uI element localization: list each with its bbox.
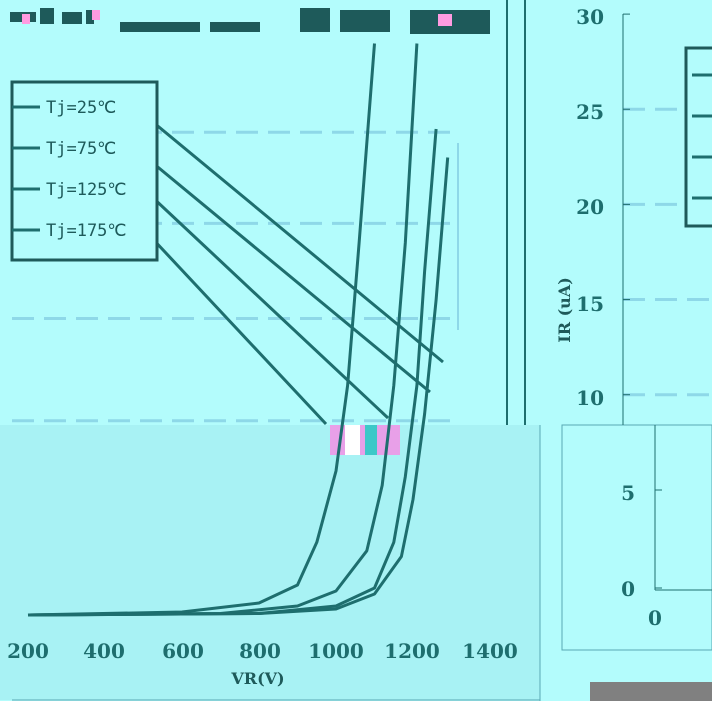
x-tick-labels: 200 400 600 800 1000 1200 1400	[7, 639, 518, 663]
y-tick-label: 15	[576, 292, 604, 316]
y-tick-label: 5	[621, 481, 635, 505]
legend-leader-line	[148, 193, 390, 420]
y-tick-label: 25	[576, 100, 604, 124]
x-tick-label: 400	[83, 639, 125, 663]
legend-label: Tj=25℃	[46, 98, 116, 118]
lower-band	[0, 425, 540, 700]
series-line	[27, 157, 450, 617]
legend-leader-line	[141, 111, 444, 364]
x-tick-label: 1400	[462, 639, 518, 663]
x-tick-label: 0	[648, 606, 662, 630]
series-line	[27, 43, 419, 617]
x-tick-label: 1000	[308, 639, 364, 663]
legend-leader-line	[148, 234, 328, 426]
x-tick-label: 1200	[384, 639, 440, 663]
legend-item: Tj=75℃	[12, 139, 116, 159]
left-chart: Tj=25℃ Tj=75℃ Tj=125℃ Tj=175℃ 200 400	[7, 0, 541, 701]
x-axis-label: VR(V)	[230, 669, 284, 688]
legend-label: Tj=75℃	[46, 139, 116, 159]
right-chart: 30 25 20 15 10 5 0 0 IR (uA)	[555, 5, 712, 651]
y-tick-label: 0	[621, 577, 635, 601]
legend-item: Tj=175℃	[12, 221, 127, 241]
y-axis-label: IR (uA)	[555, 277, 574, 343]
x-tick-label: 600	[162, 639, 204, 663]
legend-item: Tj=25℃	[12, 98, 116, 118]
x-tick-label: 200	[7, 639, 49, 663]
y-tick-label: 10	[576, 386, 604, 410]
x-tick-label: 800	[239, 639, 281, 663]
legend-label: Tj=175℃	[46, 221, 127, 241]
legend-item: Tj=125℃	[12, 180, 127, 200]
right-y-tick-marks	[623, 13, 662, 589]
y-tick-label: 20	[576, 195, 604, 219]
legend-label: Tj=125℃	[46, 180, 127, 200]
y-tick-label: 30	[576, 5, 604, 29]
scan-artifact-bar	[590, 682, 712, 701]
legend-leader-line	[141, 152, 431, 394]
right-lower-frame	[561, 424, 712, 651]
legend-box	[10, 80, 159, 262]
right-legend-swatches	[692, 73, 712, 200]
right-legend-box	[684, 46, 712, 228]
left-legend-leaders	[141, 111, 444, 426]
legend: Tj=25℃ Tj=75℃ Tj=125℃ Tj=175℃	[10, 80, 159, 262]
